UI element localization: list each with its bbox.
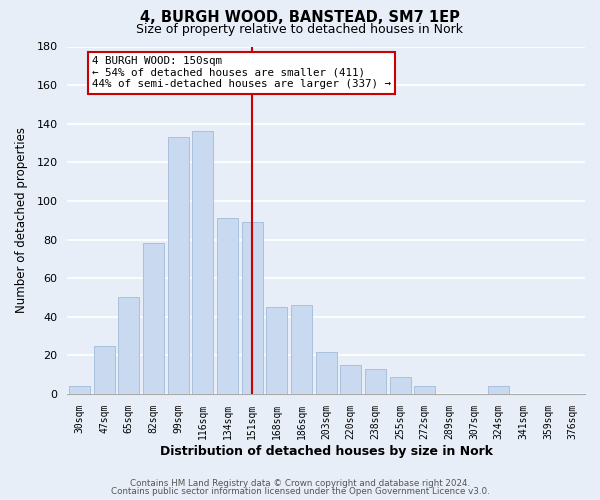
Text: Size of property relative to detached houses in Nork: Size of property relative to detached ho…: [137, 22, 464, 36]
Text: Contains HM Land Registry data © Crown copyright and database right 2024.: Contains HM Land Registry data © Crown c…: [130, 478, 470, 488]
Bar: [488, 386, 509, 394]
Bar: [242, 222, 263, 394]
Bar: [266, 307, 287, 394]
X-axis label: Distribution of detached houses by size in Nork: Distribution of detached houses by size …: [160, 444, 493, 458]
Bar: [316, 352, 337, 394]
Bar: [94, 346, 115, 394]
Y-axis label: Number of detached properties: Number of detached properties: [15, 127, 28, 313]
Text: Contains public sector information licensed under the Open Government Licence v3: Contains public sector information licen…: [110, 487, 490, 496]
Bar: [414, 386, 435, 394]
Text: 4 BURGH WOOD: 150sqm
← 54% of detached houses are smaller (411)
44% of semi-deta: 4 BURGH WOOD: 150sqm ← 54% of detached h…: [92, 56, 391, 90]
Bar: [217, 218, 238, 394]
Bar: [291, 305, 312, 394]
Text: 4, BURGH WOOD, BANSTEAD, SM7 1EP: 4, BURGH WOOD, BANSTEAD, SM7 1EP: [140, 10, 460, 25]
Bar: [167, 137, 188, 394]
Bar: [340, 365, 361, 394]
Bar: [143, 244, 164, 394]
Bar: [118, 298, 139, 394]
Bar: [389, 376, 410, 394]
Bar: [69, 386, 90, 394]
Bar: [365, 369, 386, 394]
Bar: [193, 132, 213, 394]
